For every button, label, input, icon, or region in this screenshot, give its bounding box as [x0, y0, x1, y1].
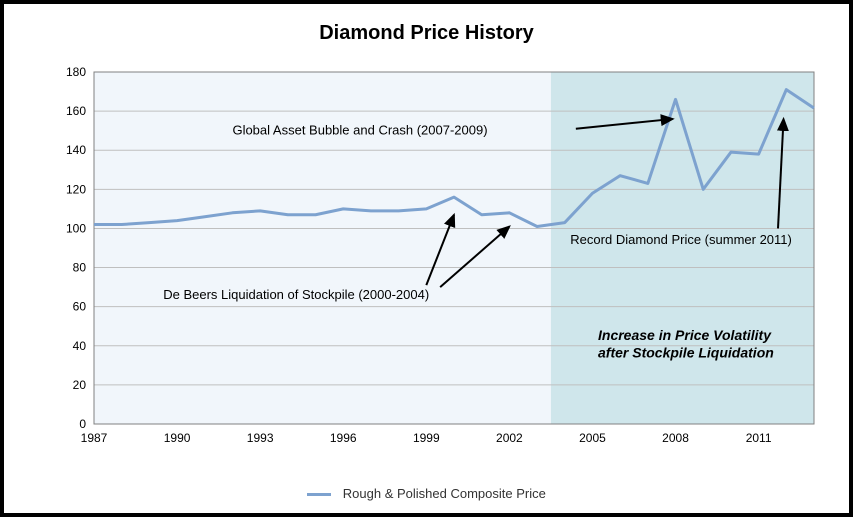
svg-text:1990: 1990 [164, 431, 191, 445]
line-chart-svg: 0 20 40 60 80 100 120 140 160 180 1987 1990 1993 1996… [54, 64, 824, 454]
legend-label: Rough & Polished Composite Price [343, 486, 546, 501]
svg-text:120: 120 [66, 182, 86, 196]
svg-text:140: 140 [66, 143, 86, 157]
svg-text:20: 20 [73, 378, 87, 392]
svg-text:160: 160 [66, 104, 86, 118]
svg-text:De Beers Liquidation of Stockp: De Beers Liquidation of Stockpile (2000-… [163, 287, 429, 302]
svg-text:after Stockpile Liquidation: after Stockpile Liquidation [598, 344, 774, 360]
svg-text:1996: 1996 [330, 431, 357, 445]
plot-area: 0 20 40 60 80 100 120 140 160 180 1987 1990 1993 1996… [54, 64, 824, 454]
svg-text:40: 40 [73, 339, 87, 353]
svg-text:2002: 2002 [496, 431, 523, 445]
svg-text:1987: 1987 [81, 431, 108, 445]
svg-text:2011: 2011 [746, 431, 772, 445]
svg-text:2008: 2008 [662, 431, 689, 445]
svg-text:60: 60 [73, 300, 87, 314]
chart-title: Diamond Price History [4, 22, 849, 45]
svg-text:Record Diamond Price (summer 2: Record Diamond Price (summer 2011) [570, 232, 792, 247]
svg-text:100: 100 [66, 221, 86, 235]
svg-text:1993: 1993 [247, 431, 274, 445]
svg-text:Global Asset Bubble and Crash: Global Asset Bubble and Crash (2007-2009… [232, 123, 487, 138]
svg-text:1999: 1999 [413, 431, 440, 445]
chart-frame: Diamond Price History 0 20 40 60 80 100 120 140… [0, 0, 853, 517]
svg-text:2005: 2005 [579, 431, 606, 445]
legend-swatch [307, 493, 331, 496]
svg-text:80: 80 [73, 261, 87, 275]
legend: Rough & Polished Composite Price [4, 486, 849, 501]
svg-text:Increase in Price Volatility: Increase in Price Volatility [598, 327, 772, 343]
svg-text:180: 180 [66, 65, 86, 79]
svg-text:0: 0 [79, 417, 86, 431]
